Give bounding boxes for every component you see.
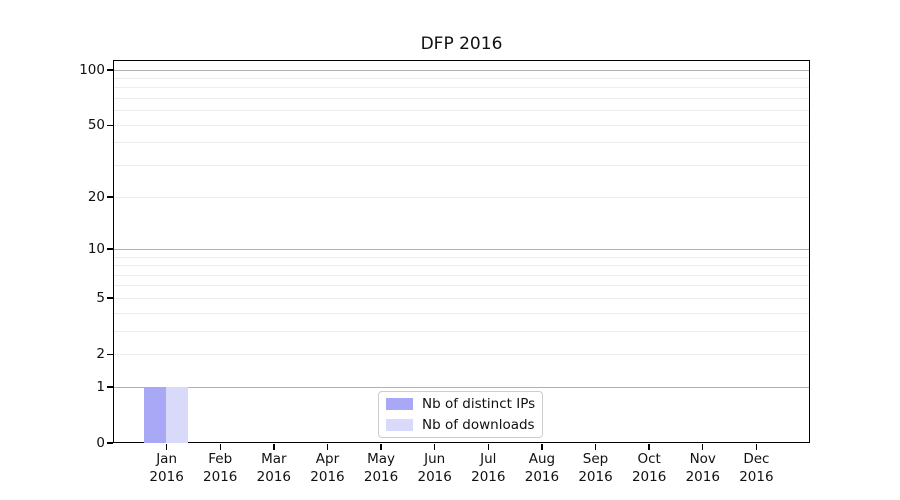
x-tick-label: Aug 2016 (524, 451, 560, 485)
y-tick-label: 1 (96, 378, 105, 395)
x-tick-label: Nov 2016 (685, 451, 720, 485)
grid-line-minor (114, 142, 809, 144)
x-tick-mark (648, 443, 650, 450)
grid-line-major (114, 386, 809, 388)
x-tick-mark (273, 443, 275, 450)
plot-area (113, 60, 810, 443)
x-tick-label: May 2016 (363, 451, 399, 485)
x-tick-mark (755, 443, 758, 450)
y-tick-mark (107, 353, 113, 355)
y-tick-mark (107, 442, 113, 444)
x-tick-mark (594, 443, 597, 450)
x-tick-label: Jul 2016 (471, 451, 506, 485)
x-tick-label: Jan 2016 (149, 451, 184, 485)
y-tick-mark (107, 69, 113, 71)
grid-line-minor (114, 165, 809, 167)
x-tick-mark (219, 443, 221, 450)
grid-line-minor (114, 330, 809, 332)
y-tick-mark (107, 196, 113, 198)
x-tick-mark (326, 443, 329, 450)
x-tick-label: Oct 2016 (631, 451, 667, 485)
y-tick-mark (107, 248, 113, 250)
x-tick-label: Jun 2016 (417, 451, 452, 485)
grid-line-minor (114, 110, 809, 112)
bar-downloads-jan (166, 386, 189, 443)
x-tick-label: Apr 2016 (310, 451, 345, 485)
y-tick-mark (107, 297, 113, 299)
y-tick-label: 2 (96, 346, 105, 363)
grid-line-minor (114, 274, 809, 276)
legend-label-downloads: Nb of downloads (422, 417, 535, 433)
x-tick-mark (541, 443, 543, 450)
grid-line-minor (114, 285, 809, 287)
grid-line-minor (114, 124, 809, 126)
y-tick-label: 5 (96, 290, 105, 307)
grid-line-minor (114, 297, 809, 299)
x-tick-mark (433, 443, 436, 450)
legend-item-downloads: Nb of downloads (386, 415, 542, 436)
legend-item-distinct-ips: Nb of distinct IPs (386, 394, 542, 415)
x-tick-mark (487, 443, 489, 450)
grid-line-minor (114, 196, 809, 198)
legend-swatch-downloads (386, 419, 413, 431)
grid-line-major (114, 248, 809, 250)
y-tick-label: 50 (87, 117, 105, 134)
chart-title: DFP 2016 (420, 34, 503, 54)
grid-line-minor (114, 265, 809, 267)
x-tick-mark (165, 443, 168, 450)
legend-swatch-distinct-ips (386, 398, 413, 410)
grid-line-minor (114, 78, 809, 80)
x-tick-label: Mar 2016 (256, 451, 292, 485)
x-tick-label: Dec 2016 (739, 451, 774, 485)
x-tick-label: Sep 2016 (578, 451, 613, 485)
x-tick-mark (380, 443, 382, 450)
legend: Nb of distinct IPs Nb of downloads (378, 391, 543, 438)
x-tick-label: Feb 2016 (203, 451, 238, 485)
bar-distinct-ips-jan (144, 386, 167, 443)
grid-line-minor (114, 98, 809, 100)
y-tick-label: 0 (96, 435, 105, 451)
grid-line-minor (114, 87, 809, 89)
y-tick-label: 20 (87, 188, 105, 205)
grid-line-minor (114, 353, 809, 355)
y-tick-label: 10 (87, 241, 105, 258)
grid-line-minor (114, 312, 809, 314)
legend-label-distinct-ips: Nb of distinct IPs (422, 396, 536, 412)
y-tick-label: 100 (79, 62, 105, 78)
y-tick-mark (107, 386, 113, 388)
x-tick-mark (702, 443, 704, 450)
grid-line-major (114, 69, 809, 71)
grid-line-minor (114, 256, 809, 258)
y-tick-mark (107, 124, 113, 126)
